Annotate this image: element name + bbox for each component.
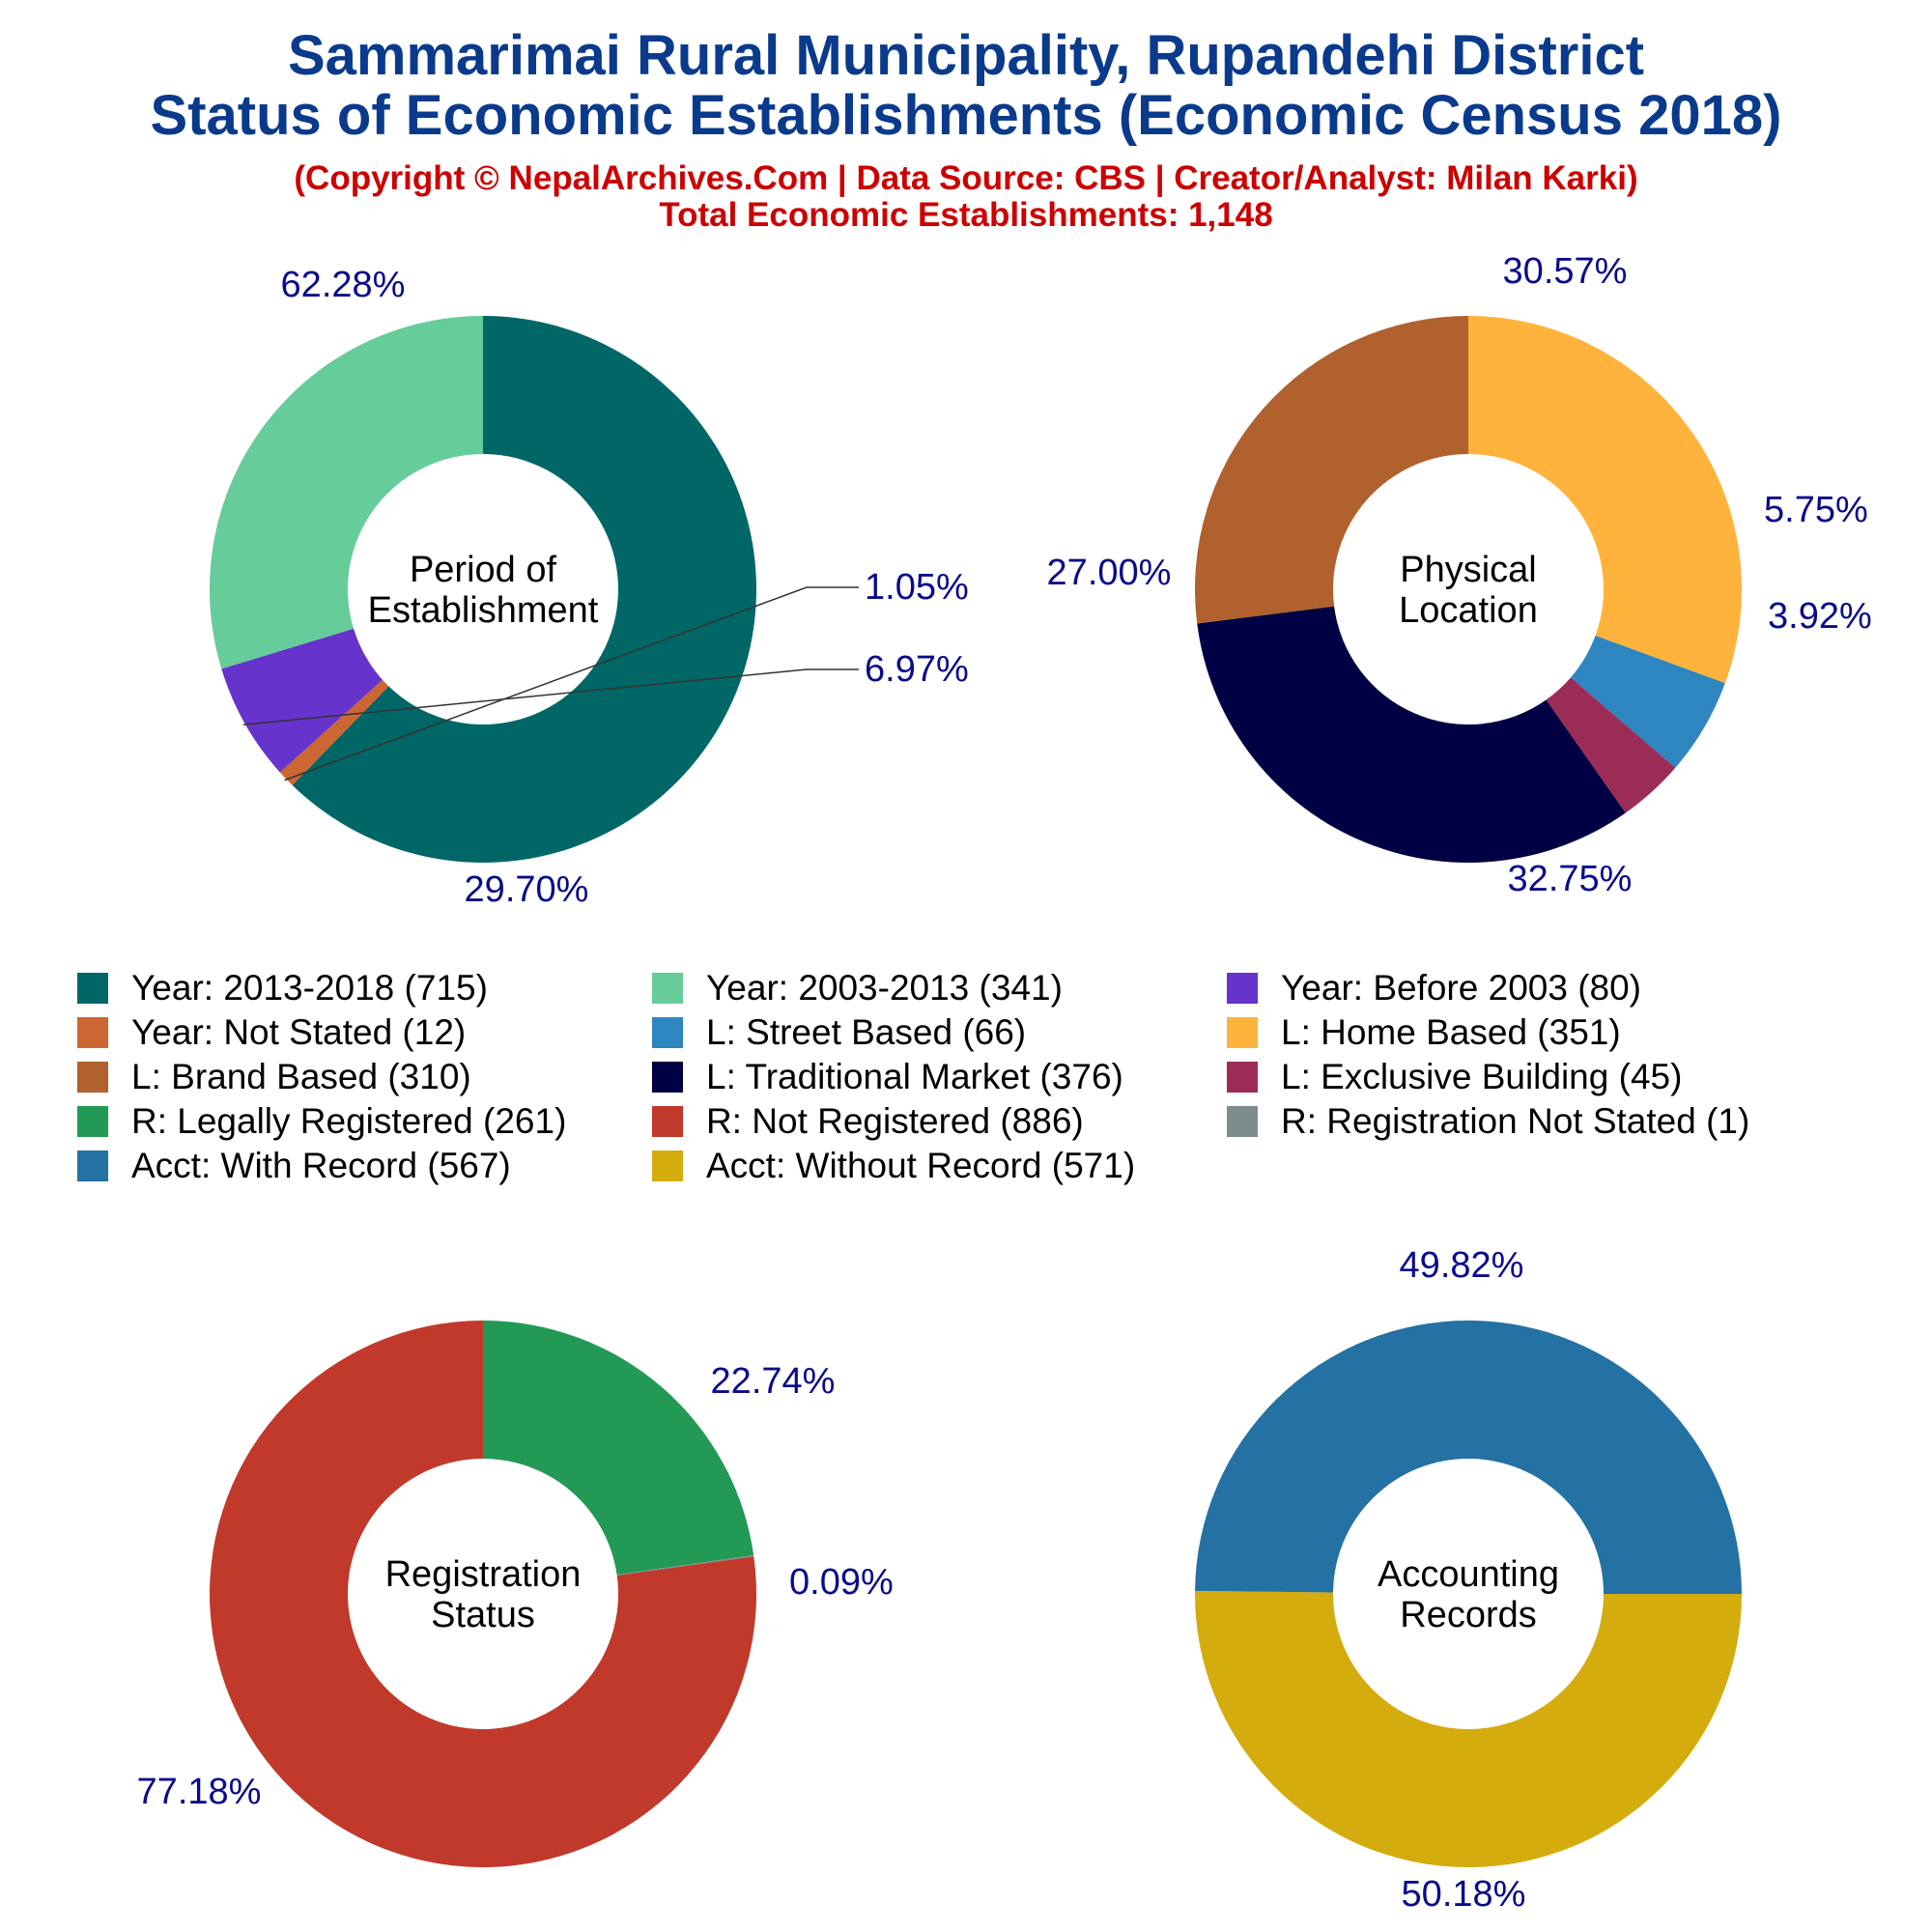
legend-label: Year: Before 2003 (80) <box>1281 968 1641 1008</box>
donut-slice <box>209 1320 756 1867</box>
legend-label: Acct: With Record (567) <box>131 1146 511 1185</box>
legend-swatch <box>1227 1017 1258 1048</box>
percent-label: 50.18% <box>1402 1874 1526 1915</box>
donut-center-label: Accounting <box>1378 1554 1559 1595</box>
donut-slice <box>210 316 483 669</box>
legend-item: Year: 2013-2018 (715) <box>77 966 488 1010</box>
donut-center-label: Location <box>1399 590 1538 631</box>
donut-slice <box>279 679 389 785</box>
percent-label: 3.92% <box>1768 596 1872 637</box>
legend-swatch <box>652 1151 683 1181</box>
legend-label: R: Legally Registered (261) <box>131 1101 567 1141</box>
legend-item: R: Registration Not Stated (1) <box>1227 1099 1749 1144</box>
donut-slice <box>1571 636 1725 768</box>
legend-item: L: Exclusive Building (45) <box>1227 1055 1682 1099</box>
percent-label: 29.70% <box>465 869 589 910</box>
legend-item: L: Home Based (351) <box>1227 1010 1621 1055</box>
donut-chart-2: 30.57% 5.75% 3.92% 32.75% 27.00% PhysicalLoca… <box>1047 251 1872 899</box>
donut-slice <box>616 1554 754 1576</box>
legend-label: L: Brand Based (310) <box>131 1057 471 1096</box>
donut-slice <box>221 628 383 773</box>
legend-item: L: Brand Based (310) <box>77 1055 471 1099</box>
percent-label: 30.57% <box>1503 251 1628 292</box>
total-establishments-subtitle: Total Economic Establishments: 1,148 <box>659 196 1273 234</box>
donut-slice <box>1197 606 1626 863</box>
legend-item: R: Not Registered (886) <box>652 1099 1084 1144</box>
donut-slice <box>1546 677 1676 813</box>
donut-center-label: Records <box>1400 1595 1537 1635</box>
donut-center-label: Physical <box>1400 550 1537 590</box>
percent-label: 32.75% <box>1508 859 1633 899</box>
legend-item: Acct: With Record (567) <box>77 1144 511 1188</box>
donut-center-label: Status <box>431 1595 535 1635</box>
legend-swatch <box>77 1017 108 1048</box>
donut-center-label: Establishment <box>368 590 599 631</box>
legend-item: R: Legally Registered (261) <box>77 1099 566 1144</box>
legend-swatch <box>652 1017 683 1048</box>
percent-label: 22.74% <box>711 1361 836 1402</box>
leader-line <box>284 586 859 781</box>
legend-label: Acct: Without Record (571) <box>706 1146 1136 1185</box>
legend-label: R: Registration Not Stated (1) <box>1281 1101 1750 1141</box>
legend-label: Year: Not Stated (12) <box>131 1012 467 1052</box>
donut-center-label: Period of <box>410 550 557 590</box>
donut-slice <box>1468 316 1742 684</box>
percent-label: 0.09% <box>789 1562 894 1603</box>
percent-label: 49.82% <box>1400 1245 1524 1286</box>
legend-label: L: Traditional Market (376) <box>706 1057 1123 1096</box>
percent-label: 1.05% <box>865 567 969 608</box>
legend-swatch <box>652 973 683 1004</box>
percent-label: 27.00% <box>1047 553 1172 593</box>
donut-slice <box>1194 316 1468 624</box>
percent-label: 6.97% <box>865 649 969 690</box>
donut-slice <box>1195 1590 1742 1868</box>
donut-center-label: Registration <box>385 1554 582 1595</box>
legend-swatch <box>77 1106 108 1137</box>
donut-slice <box>483 1321 754 1576</box>
percent-label: 77.18% <box>137 1772 262 1812</box>
legend-label: L: Exclusive Building (45) <box>1281 1057 1683 1096</box>
chart-title-line2: Status of Economic Establishments (Econo… <box>150 84 1782 147</box>
legend-swatch <box>77 1062 108 1093</box>
donut-chart-1: 62.28% 1.05% 6.97% 29.70% Period ofEstablish… <box>210 265 969 910</box>
legend-label: Year: 2003-2013 (341) <box>706 968 1063 1008</box>
legend-label: L: Street Based (66) <box>706 1012 1027 1052</box>
legend-swatch <box>1227 973 1258 1004</box>
legend-swatch <box>77 1151 108 1181</box>
copyright-subtitle: (Copyright © NepalArchives.Com | Data So… <box>294 159 1638 197</box>
legend-swatch <box>652 1106 683 1137</box>
donut-slice <box>292 316 757 864</box>
percent-label: 62.28% <box>281 265 406 305</box>
leader-line <box>242 668 859 725</box>
legend-swatch <box>652 1062 683 1093</box>
legend-swatch <box>1227 1062 1258 1093</box>
percent-label: 5.75% <box>1764 490 1868 530</box>
legend-label: R: Not Registered (886) <box>706 1101 1084 1141</box>
chart-title-line1: Sammarimai Rural Municipality, Rupandehi… <box>287 24 1645 87</box>
legend-swatch <box>1227 1106 1258 1137</box>
legend-item: Acct: Without Record (571) <box>652 1144 1135 1188</box>
legend-item: L: Traditional Market (376) <box>652 1055 1123 1099</box>
legend-item: Year: Before 2003 (80) <box>1227 966 1641 1010</box>
donut-slice <box>1195 1321 1742 1594</box>
legend-item: L: Street Based (66) <box>652 1010 1026 1055</box>
legend-item: Year: Not Stated (12) <box>77 1010 466 1055</box>
legend-label: Year: 2013-2018 (715) <box>131 968 488 1008</box>
legend-item: Year: 2003-2013 (341) <box>652 966 1063 1010</box>
legend-swatch <box>77 973 108 1004</box>
legend-label: L: Home Based (351) <box>1281 1012 1621 1052</box>
